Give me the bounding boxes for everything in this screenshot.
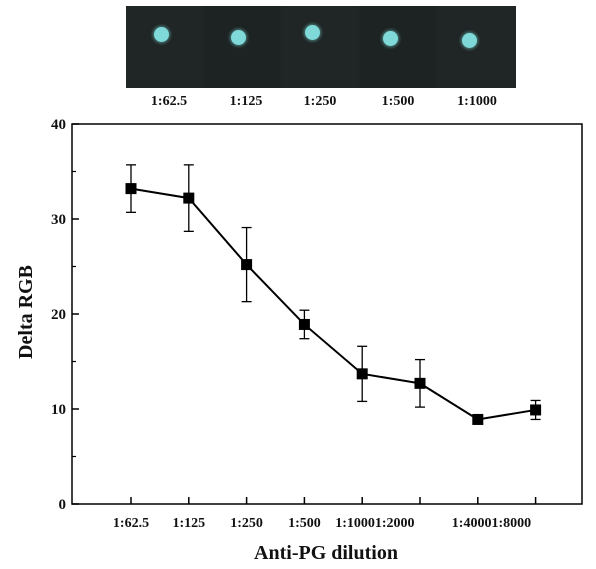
x-axis: 1:62.5 1:125 1:250 1:500 1:10001:2000 1:40001… bbox=[113, 497, 537, 531]
series-line bbox=[130, 187, 536, 421]
fluorescent-dot bbox=[305, 25, 320, 40]
strip-label: 1:250 bbox=[303, 94, 337, 109]
y-axis-label: Delta RGB bbox=[15, 265, 37, 359]
plot-frame bbox=[71, 123, 583, 505]
data-point bbox=[356, 368, 368, 380]
y-axis: 0 10 20 30 40 bbox=[51, 117, 79, 513]
fluorescent-dot bbox=[231, 30, 246, 45]
x-tick-label: 1:62.5 bbox=[113, 516, 149, 531]
strip-label: 1:62.5 bbox=[150, 94, 188, 109]
x-axis-label: Anti-PG dilution bbox=[254, 542, 398, 564]
fluorescent-dot bbox=[383, 31, 398, 46]
strip-segment bbox=[126, 6, 202, 88]
strip-segment bbox=[438, 6, 514, 88]
y-tick-label: 30 bbox=[51, 212, 66, 228]
strip-label: 1:1000 bbox=[457, 94, 497, 109]
series bbox=[125, 164, 542, 425]
data-point bbox=[472, 413, 484, 425]
data-point bbox=[183, 192, 195, 204]
y-tick-label: 0 bbox=[59, 497, 67, 513]
strip-segment bbox=[360, 6, 436, 88]
x-tick-label: 1:250 bbox=[230, 516, 263, 531]
strip-segment bbox=[282, 6, 358, 88]
data-point bbox=[414, 377, 426, 389]
dot-blot-strip bbox=[126, 6, 516, 88]
data-point bbox=[125, 183, 137, 195]
y-tick-label: 40 bbox=[51, 117, 66, 133]
x-tick-label: 1:125 bbox=[172, 516, 205, 531]
strip-segment bbox=[204, 6, 280, 88]
x-tick-label: 1:40001:8000 bbox=[452, 516, 531, 531]
data-point bbox=[530, 404, 542, 416]
strip-label: 1:125 bbox=[229, 94, 263, 109]
fluorescent-dot bbox=[154, 27, 169, 42]
data-point bbox=[241, 259, 253, 271]
x-tick-label: 1:500 bbox=[288, 516, 321, 531]
strip-label: 1:500 bbox=[381, 94, 415, 109]
y-tick-label: 20 bbox=[51, 307, 66, 323]
x-tick-label: 1:10001:2000 bbox=[335, 516, 414, 531]
data-point bbox=[298, 318, 310, 330]
y-tick-label: 10 bbox=[51, 402, 66, 418]
fluorescent-dot bbox=[462, 33, 477, 48]
